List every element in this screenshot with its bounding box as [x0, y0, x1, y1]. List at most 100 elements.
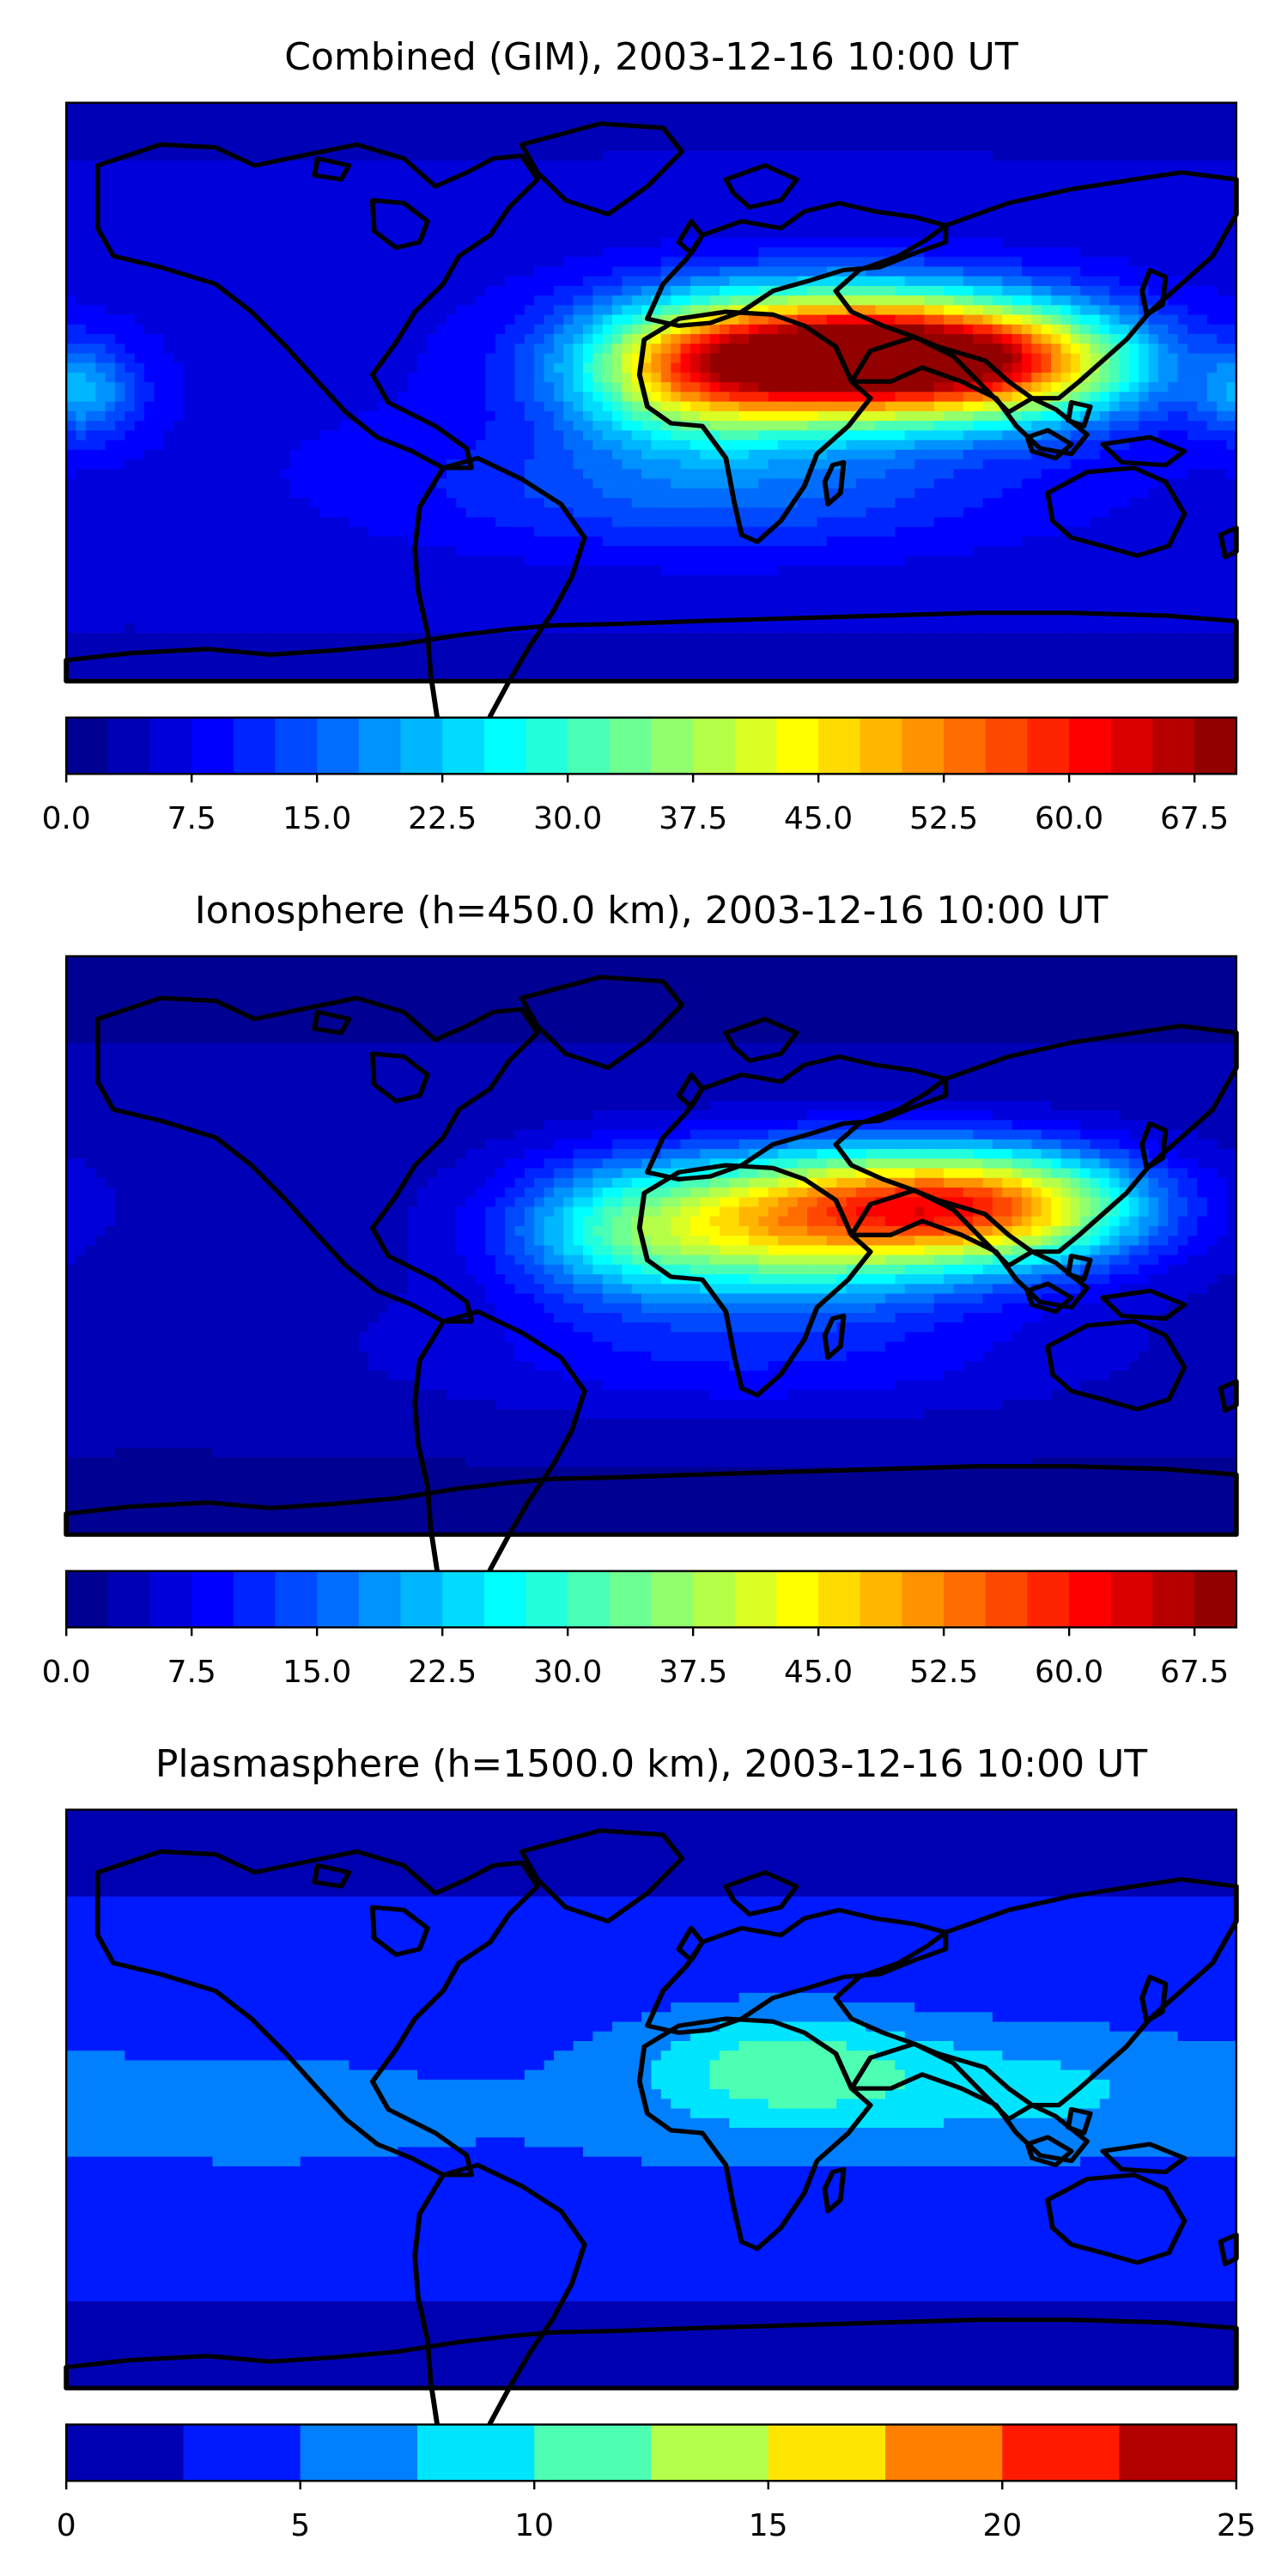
panel-1: Combined (GIM), 2003-12-16 10:00 UT 0.0 7.… [42, 35, 1237, 836]
colorbar-swatch [149, 717, 192, 775]
colorbar-tick-label: 15.0 [283, 801, 351, 836]
colorbar-swatch [183, 2424, 301, 2482]
panel-2: Ionosphere (h=450.0 km), 2003-12-16 10:0… [42, 889, 1237, 1690]
colorbar-swatch [944, 1571, 987, 1628]
colorbar-swatch [734, 1571, 778, 1628]
colorbar-tick-label: 37.5 [659, 1655, 727, 1690]
colorbar-swatch [233, 717, 276, 775]
panel-title: Plasmasphere (h=1500.0 km), 2003-12-16 1… [155, 1742, 1147, 1786]
colorbar-swatch [1027, 1571, 1070, 1628]
colorbar-swatch [66, 1571, 109, 1628]
colorbar-swatch [66, 2424, 185, 2482]
colorbar-swatch [902, 717, 945, 775]
colorbar-swatch [1194, 717, 1237, 775]
map-frame [64, 101, 1237, 683]
colorbar-swatch [416, 2424, 535, 2482]
colorbar-tick-label: 15 [749, 2508, 788, 2543]
panel-title: Ionosphere (h=450.0 km), 2003-12-16 10:0… [195, 889, 1109, 933]
colorbar-swatch [985, 1571, 1029, 1628]
colorbar-swatch [985, 717, 1029, 775]
colorbar-swatch [568, 717, 611, 775]
colorbar-swatch [768, 2424, 886, 2482]
colorbar-tick-label: 7.5 [167, 1655, 216, 1690]
colorbar-swatch [483, 717, 527, 775]
colorbar-tick-label: 25 [1217, 2508, 1256, 2543]
colorbar-tick-label: 52.5 [909, 1655, 978, 1690]
panel-3: Plasmasphere (h=1500.0 km), 2003-12-16 1… [57, 1742, 1256, 2543]
colorbar-swatch [651, 717, 694, 775]
map-frame [64, 955, 1237, 1536]
colorbar-swatch [66, 717, 109, 775]
colorbar-swatch [107, 1571, 151, 1628]
colorbar-tick-label: 22.5 [408, 801, 477, 836]
colorbar-tick-label: 60.0 [1035, 801, 1103, 836]
colorbar-swatch [944, 717, 987, 775]
colorbar-tick-label: 0 [57, 2508, 76, 2543]
colorbar-swatch [776, 1571, 819, 1628]
colorbar-tick-label: 45.0 [784, 1655, 853, 1690]
colorbar-swatch [233, 1571, 276, 1628]
colorbar-swatch [776, 717, 819, 775]
colorbar-swatch [693, 1571, 736, 1628]
colorbar-swatch [1110, 717, 1154, 775]
colorbar-swatch [191, 717, 234, 775]
colorbar-swatch [149, 1571, 192, 1628]
colorbar-swatch [1194, 1571, 1237, 1628]
colorbar-swatch [400, 1571, 443, 1628]
colorbar-swatch [317, 717, 360, 775]
colorbar-tick-label: 37.5 [659, 801, 727, 836]
panel-title: Combined (GIM), 2003-12-16 10:00 UT [284, 35, 1018, 79]
colorbar-swatch [358, 717, 402, 775]
colorbar-swatch [885, 2424, 1003, 2482]
colorbar-tick-label: 60.0 [1035, 1655, 1103, 1690]
colorbar-swatch [1027, 717, 1070, 775]
colorbar: 0 5 10 15 20 25 [57, 2423, 1256, 2543]
colorbar-swatch [902, 1571, 945, 1628]
colorbar-swatch [300, 2424, 418, 2482]
colorbar-swatch [1152, 717, 1195, 775]
colorbar-swatch [483, 1571, 527, 1628]
colorbar-swatch [534, 2424, 653, 2482]
map-frame [64, 1808, 1237, 2390]
colorbar-swatch [526, 1571, 568, 1628]
colorbar-tick-label: 30.0 [533, 1655, 602, 1690]
colorbar-swatch [107, 717, 151, 775]
colorbar-swatch [442, 1571, 485, 1628]
colorbar-swatch [275, 717, 318, 775]
colorbar-swatch [358, 1571, 402, 1628]
colorbar-tick-label: 45.0 [784, 801, 853, 836]
colorbar-swatch [526, 717, 568, 775]
colorbar-tick-label: 0.0 [42, 801, 91, 836]
colorbar: 0.0 7.5 15.0 22.5 30.0 37.5 45.0 52.5 60.0 67.5 [42, 1570, 1237, 1690]
colorbar-swatch [1069, 1571, 1112, 1628]
colorbar-swatch [609, 717, 653, 775]
colorbar-tick-label: 22.5 [408, 1655, 477, 1690]
colorbar-swatch [191, 1571, 234, 1628]
colorbar-swatch [1119, 2424, 1237, 2482]
colorbar-swatch [442, 717, 485, 775]
colorbar-tick-label: 67.5 [1160, 1655, 1229, 1690]
colorbar-swatch [1069, 717, 1112, 775]
colorbar-swatch [818, 717, 861, 775]
colorbar-swatch [818, 1571, 861, 1628]
colorbar-swatch [651, 1571, 694, 1628]
colorbar-tick-label: 52.5 [909, 801, 978, 836]
colorbar-swatch [1152, 1571, 1195, 1628]
colorbar-swatch [1110, 1571, 1154, 1628]
colorbar-swatch [317, 1571, 360, 1628]
colorbar-swatch [651, 2424, 769, 2482]
colorbar-swatch [693, 717, 736, 775]
colorbar-swatch [860, 717, 903, 775]
colorbar-swatch [609, 1571, 653, 1628]
colorbar-tick-label: 20 [982, 2508, 1022, 2543]
colorbar-tick-label: 30.0 [533, 801, 602, 836]
colorbar-tick-label: 67.5 [1160, 801, 1229, 836]
colorbar: 0.0 7.5 15.0 22.5 30.0 37.5 45.0 52.5 60.0 67.5 [42, 716, 1237, 836]
colorbar-tick-label: 5 [290, 2508, 310, 2543]
colorbar-swatch [734, 717, 778, 775]
colorbar-swatch [568, 1571, 611, 1628]
colorbar-swatch [275, 1571, 318, 1628]
colorbar-tick-label: 10 [514, 2508, 554, 2543]
field [66, 102, 1237, 682]
